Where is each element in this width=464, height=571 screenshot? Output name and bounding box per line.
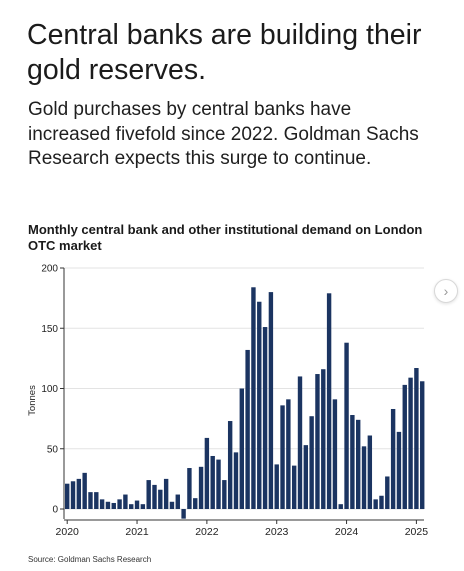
bar <box>152 484 157 509</box>
bar <box>222 480 227 509</box>
bar <box>169 501 175 509</box>
bar <box>390 408 396 509</box>
page-headline: Central banks are building their gold re… <box>27 19 422 86</box>
bar <box>70 481 76 509</box>
bar <box>297 376 303 509</box>
bar <box>198 466 204 509</box>
bar <box>227 421 233 509</box>
bar <box>286 399 291 509</box>
bar <box>321 369 326 509</box>
x-tick-label: 2021 <box>125 526 149 538</box>
bar <box>396 431 402 509</box>
bar <box>385 476 390 509</box>
bar <box>117 499 122 509</box>
bar <box>99 499 105 509</box>
bar <box>123 494 128 509</box>
bar <box>140 504 146 509</box>
bar <box>88 492 93 509</box>
bar <box>105 501 111 509</box>
x-tick-label: 2025 <box>405 526 429 538</box>
chevron-right-icon: › <box>443 283 449 299</box>
bar <box>65 483 70 509</box>
bar <box>402 384 407 509</box>
x-tick-label: 2022 <box>195 526 219 538</box>
next-slide-button[interactable]: › <box>434 279 458 303</box>
bar <box>350 415 355 509</box>
bar <box>356 419 361 509</box>
bar <box>210 455 215 509</box>
bar <box>280 405 285 509</box>
bar <box>414 368 419 509</box>
bar <box>373 499 378 509</box>
y-axis-label: Tonnes <box>27 385 38 416</box>
bar <box>239 388 244 509</box>
bar-chart: 0 50 100 150 200 Tonnes 2020 2021 2022 2023 2024 20… <box>27 264 429 539</box>
y-tick-label: 100 <box>41 384 58 395</box>
bar <box>111 502 116 509</box>
y-tick-label: 150 <box>41 324 58 335</box>
bar <box>257 301 262 509</box>
bar <box>181 509 186 519</box>
bar <box>193 498 198 509</box>
bar <box>367 435 373 509</box>
bar <box>233 452 239 509</box>
bar <box>379 495 384 509</box>
bar <box>291 465 297 509</box>
bar <box>262 327 268 509</box>
bar <box>338 504 343 509</box>
bar <box>315 374 320 509</box>
bar <box>204 437 210 509</box>
bar <box>326 293 332 509</box>
bar <box>332 399 338 509</box>
bar <box>268 292 274 509</box>
x-tick-label: 2024 <box>335 526 359 538</box>
bar <box>344 342 349 509</box>
y-tick-label: 50 <box>47 444 59 455</box>
bar <box>76 478 82 510</box>
x-tick-label: 2023 <box>265 526 289 538</box>
bar <box>251 287 256 509</box>
x-tick-label: 2020 <box>56 526 80 538</box>
bar <box>163 478 169 510</box>
bar <box>216 459 221 509</box>
bar <box>158 489 163 509</box>
page-subheadline: Gold purchases by central banks have inc… <box>28 99 419 169</box>
bar <box>82 472 87 509</box>
y-tick-label: 0 <box>52 505 58 516</box>
bar <box>187 468 192 509</box>
bar <box>309 416 314 509</box>
bar <box>129 504 134 509</box>
bar <box>146 480 151 509</box>
bar <box>245 349 250 509</box>
bar <box>94 492 99 509</box>
y-tick-label: 200 <box>41 264 58 275</box>
bar <box>361 446 367 509</box>
bar <box>420 381 425 509</box>
chart-source: Source: Goldman Sachs Research <box>28 555 152 564</box>
bar <box>274 464 279 509</box>
bar <box>175 494 180 509</box>
bar <box>303 445 309 509</box>
bar <box>408 377 413 509</box>
chart-title: Monthly central bank and other instituti… <box>28 222 423 253</box>
bar <box>134 500 140 509</box>
